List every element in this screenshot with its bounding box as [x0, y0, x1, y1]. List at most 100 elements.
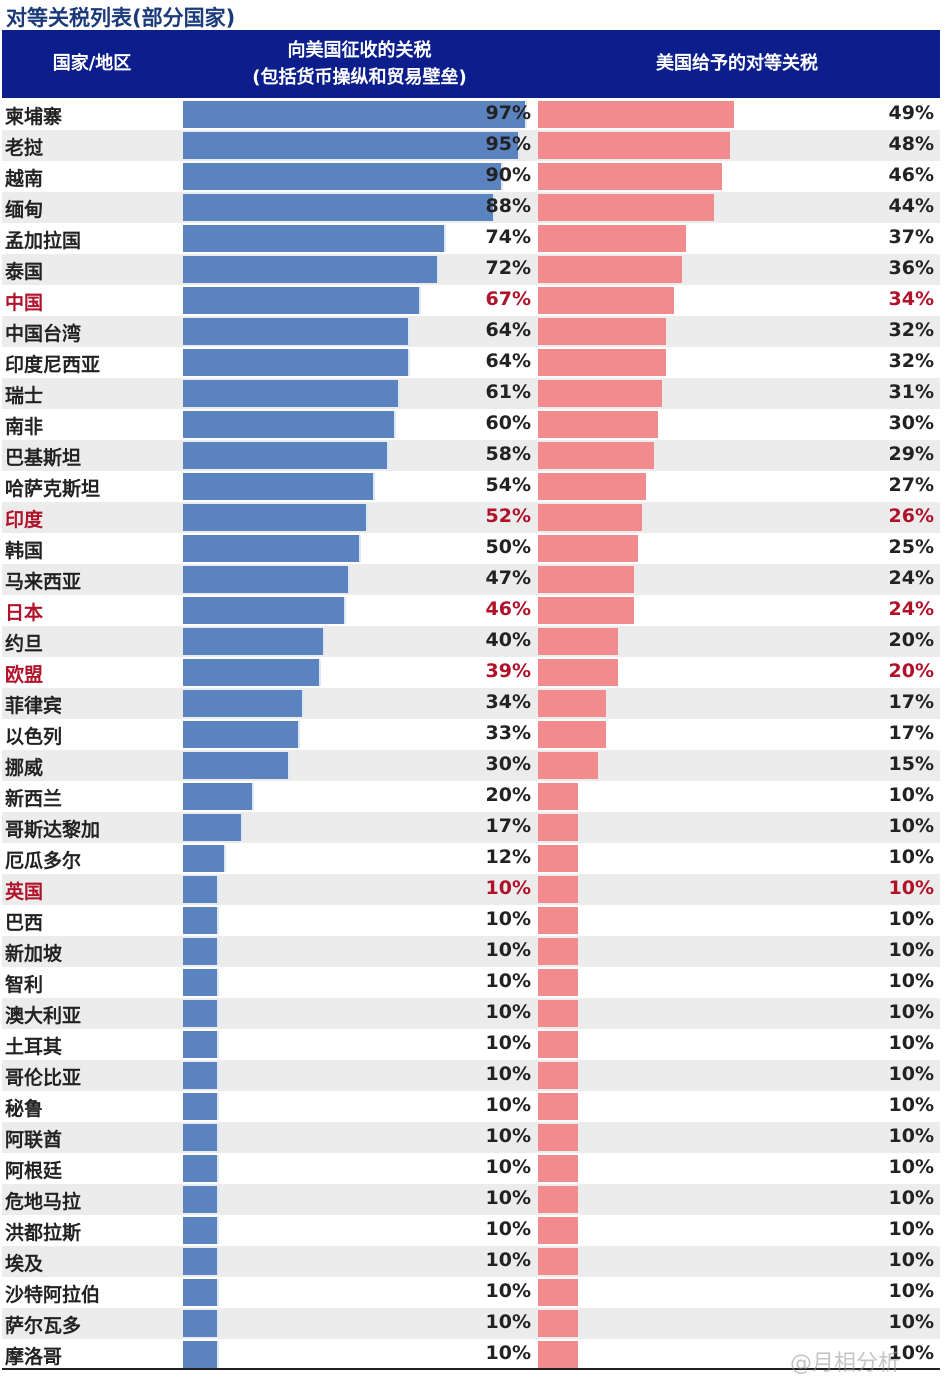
reciprocal-bar: [538, 969, 578, 996]
levied-value: 90%: [485, 164, 531, 186]
levied-bar: [183, 318, 411, 345]
country-name: 阿根廷: [5, 1160, 63, 1182]
reciprocal-bar: [538, 907, 578, 934]
levied-value: 17%: [485, 815, 531, 837]
reciprocal-value: 44%: [888, 195, 934, 217]
country-name: 越南: [5, 168, 44, 190]
levied-bar: [183, 1062, 219, 1089]
levied-value: 33%: [485, 722, 531, 744]
levied-bar: [183, 380, 400, 407]
table-row: 沙特阿拉伯 10% 10%: [2, 1277, 940, 1308]
levied-bar: [183, 1124, 219, 1151]
table-row: 埃及 10% 10%: [2, 1246, 940, 1277]
country-name: 孟加拉国: [5, 230, 82, 252]
reciprocal-value: 36%: [888, 257, 934, 279]
header-levied-note: (包括货币操纵和贸易壁垒): [252, 67, 467, 88]
reciprocal-value: 48%: [888, 133, 934, 155]
table-row: 孟加拉国 74% 37%: [2, 223, 940, 254]
table-row: 哥斯达黎加 17% 10%: [2, 812, 940, 843]
levied-value: 74%: [485, 226, 531, 248]
reciprocal-bar: [538, 349, 666, 376]
reciprocal-bar: [538, 256, 682, 283]
reciprocal-value: 15%: [888, 753, 934, 775]
country-name: 菲律宾: [5, 695, 63, 717]
country-name: 欧盟: [5, 664, 44, 686]
levied-value: 20%: [485, 784, 531, 806]
reciprocal-bar: [538, 1217, 578, 1244]
reciprocal-value: 10%: [888, 877, 934, 899]
reciprocal-bar: [538, 938, 578, 965]
country-name: 柬埔寨: [5, 106, 63, 128]
levied-bar: [183, 442, 389, 469]
reciprocal-value: 10%: [888, 1032, 934, 1054]
levied-value: 10%: [485, 1218, 531, 1240]
reciprocal-value: 10%: [888, 1280, 934, 1302]
table-row: 危地马拉 10% 10%: [2, 1184, 940, 1215]
table-body: 柬埔寨 97% 49% 老挝 95% 48% 越南 90% 46% 缅甸 88% 44…: [2, 99, 940, 1370]
reciprocal-value: 27%: [888, 474, 934, 496]
country-name: 中国台湾: [5, 323, 82, 345]
reciprocal-value: 10%: [888, 970, 934, 992]
levied-value: 10%: [485, 1063, 531, 1085]
reciprocal-bar: [538, 1155, 578, 1182]
table-row: 新西兰 20% 10%: [2, 781, 940, 812]
levied-bar: [183, 659, 322, 686]
country-name: 印度: [5, 509, 44, 531]
levied-bar: [183, 287, 421, 314]
levied-bar: [183, 411, 396, 438]
header-levied: 向美国征收的关税: [287, 40, 432, 61]
levied-bar: [183, 690, 304, 717]
reciprocal-value: 24%: [888, 598, 934, 620]
levied-value: 97%: [485, 102, 531, 124]
levied-value: 47%: [485, 567, 531, 589]
levied-value: 61%: [485, 381, 531, 403]
table-header: 国家/地区 向美国征收的关税 (包括货币操纵和贸易壁垒) 美国给予的对等关税: [2, 30, 940, 98]
reciprocal-value: 34%: [888, 288, 934, 310]
country-name: 瑞士: [5, 385, 44, 407]
reciprocal-bar: [538, 566, 634, 593]
levied-bar: [183, 1155, 219, 1182]
levied-bar: [183, 907, 219, 934]
table-row: 阿根廷 10% 10%: [2, 1153, 940, 1184]
reciprocal-bar: [538, 1186, 578, 1213]
table-row: 摩洛哥 10% 10%: [2, 1339, 940, 1370]
country-name: 哈萨克斯坦: [5, 478, 101, 500]
reciprocal-bar: [538, 752, 598, 779]
levied-value: 40%: [485, 629, 531, 651]
reciprocal-value: 10%: [888, 1063, 934, 1085]
country-name: 巴基斯坦: [5, 447, 82, 469]
chart-title: 对等关税列表(部分国家): [6, 6, 236, 30]
levied-bar: [183, 876, 219, 903]
country-name: 约旦: [5, 633, 44, 655]
reciprocal-bar: [538, 318, 666, 345]
reciprocal-bar: [538, 287, 674, 314]
levied-value: 10%: [485, 939, 531, 961]
levied-value: 52%: [485, 505, 531, 527]
reciprocal-bar: [538, 504, 642, 531]
country-name: 澳大利亚: [5, 1005, 82, 1027]
reciprocal-bar: [538, 628, 618, 655]
table-row: 澳大利亚 10% 10%: [2, 998, 940, 1029]
table-row: 菲律宾 34% 17%: [2, 688, 940, 719]
country-name: 巴西: [5, 912, 44, 934]
levied-bar: [183, 597, 347, 624]
reciprocal-bar: [538, 1062, 578, 1089]
reciprocal-bar: [538, 845, 578, 872]
table-row: 柬埔寨 97% 49%: [2, 99, 940, 130]
country-name: 新西兰: [5, 788, 63, 810]
country-name: 阿联酋: [5, 1129, 63, 1151]
country-name: 新加坡: [5, 943, 63, 965]
table-row: 土耳其 10% 10%: [2, 1029, 940, 1060]
reciprocal-bar: [538, 721, 606, 748]
reciprocal-value: 10%: [888, 1249, 934, 1271]
reciprocal-value: 10%: [888, 939, 934, 961]
country-name: 哥伦比亚: [5, 1067, 82, 1089]
levied-bar: [183, 101, 528, 128]
table-row: 中国台湾 64% 32%: [2, 316, 940, 347]
levied-value: 10%: [485, 970, 531, 992]
reciprocal-bar: [538, 783, 578, 810]
reciprocal-bar: [538, 442, 654, 469]
reciprocal-value: 10%: [888, 1311, 934, 1333]
levied-bar: [183, 783, 254, 810]
reciprocal-value: 20%: [888, 660, 934, 682]
